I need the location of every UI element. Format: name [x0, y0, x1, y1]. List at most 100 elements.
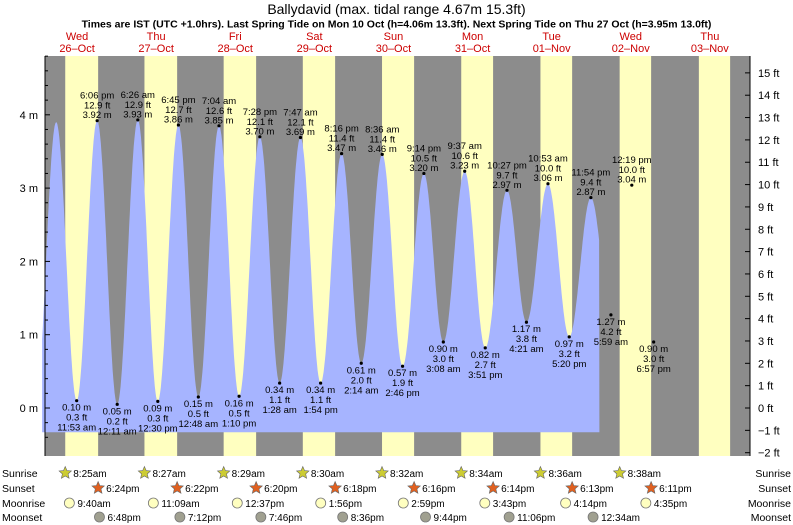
- high-tide-metres: 3.23 m: [450, 161, 479, 172]
- y-axis-right: −2 ft −1 ft 0 ft 1 ft 2 ft 3 ft 4 ft 5 ft 6 ft 7 …: [745, 56, 780, 460]
- low-tide-marker: 0.82 m2.7 ft3:51 pm: [468, 346, 502, 381]
- low-tide-feet: 3.2 ft: [559, 349, 580, 360]
- moonrise-time: 9:40am: [77, 499, 110, 510]
- moonset-time: 8:36pm: [351, 513, 384, 524]
- y-right-tick-label: 15 ft: [758, 68, 779, 80]
- low-tide-dot: [75, 399, 79, 403]
- low-tide-dot: [237, 394, 241, 398]
- day-date: 03–Nov: [691, 43, 729, 55]
- sunset-event: 6:20pm: [249, 480, 297, 495]
- low-tide-metres: 0.34 m: [306, 385, 335, 396]
- moonset-event: 11:06pm: [503, 511, 555, 524]
- low-tide-dot: [115, 402, 119, 406]
- high-tide-metres: 3.20 m: [409, 163, 438, 174]
- day-date: 01–Nov: [533, 43, 571, 55]
- sunrise-event: 8:36am: [533, 465, 582, 480]
- low-tide-time: 12:48 am: [179, 419, 219, 430]
- sunset-star-icon: [328, 480, 343, 494]
- high-tide-metres: 3.85 m: [204, 115, 233, 126]
- low-tide-dot: [483, 346, 487, 350]
- sunset-event: 6:24pm: [91, 480, 140, 495]
- low-tide-metres: 0.10 m: [62, 403, 91, 414]
- y-right-tick-label: 6 ft: [758, 269, 773, 281]
- day-headers: Wed26–OctThu27–OctFri28–OctSat29–OctSun3…: [59, 31, 729, 55]
- high-tide-time: 6:26 am: [121, 90, 155, 101]
- high-tide-metres: 3.47 m: [327, 143, 356, 154]
- low-tide-time: 5:20 pm: [552, 359, 586, 370]
- y-right-tick-label: 7 ft: [758, 247, 773, 259]
- low-tide-feet: 0.3 ft: [147, 413, 168, 424]
- low-tide-time: 6:57 pm: [636, 364, 670, 375]
- high-tide-feet: 11.4 ft: [329, 134, 355, 145]
- sunrise-time: 8:29am: [232, 469, 265, 480]
- high-tide-time: 7:04 am: [202, 96, 236, 107]
- low-tide-time: 5:59 am: [594, 337, 628, 348]
- sunset-time: 6:13pm: [580, 484, 613, 495]
- moonrise-moon-icon: [63, 497, 75, 509]
- low-tide-feet: 1.9 ft: [392, 378, 413, 389]
- high-tide-feet: 11.4 ft: [369, 134, 395, 145]
- high-tide-feet: 9.7 ft: [496, 170, 517, 181]
- low-tide-marker: 0.90 m3.0 ft3:08 am: [426, 340, 461, 375]
- high-tide-time: 7:47 am: [283, 108, 317, 119]
- sunrise-time: 8:36am: [548, 469, 581, 480]
- row-label-left: Sunrise: [2, 468, 38, 480]
- high-tide-time: 9:14 pm: [407, 143, 441, 154]
- low-tide-feet: 2.0 ft: [351, 375, 372, 386]
- moonrise-event: 3:43pm: [479, 497, 526, 510]
- high-tide-time: 6:45 pm: [161, 95, 195, 106]
- sunrise-time: 8:34am: [469, 469, 502, 480]
- y-left-tick-label: 4 m: [20, 110, 38, 122]
- sunrise-time: 8:25am: [73, 469, 106, 480]
- high-tide-time: 6:06 pm: [80, 91, 114, 102]
- low-tide-time: 11:53 am: [57, 423, 96, 434]
- high-tide-metres: 3.04 m: [617, 175, 646, 186]
- moonrise-time: 3:43pm: [493, 499, 526, 510]
- tide-curve: [42, 120, 600, 433]
- high-tide-time: 11:54 pm: [571, 168, 610, 179]
- y-right-tick-label: 9 ft: [758, 202, 773, 214]
- day-name: Wed: [620, 31, 642, 43]
- sunset-star-icon: [407, 480, 422, 494]
- moonset-time: 9:44pm: [434, 513, 467, 524]
- day-name: Wed: [66, 31, 88, 43]
- moonset-time: 6:48pm: [107, 513, 140, 524]
- sunrise-star-icon: [612, 465, 627, 479]
- low-tide-time: 12:11 am: [98, 426, 137, 437]
- day-date: 02–Nov: [612, 43, 650, 55]
- low-tide-time: 3:51 pm: [468, 370, 502, 381]
- high-tide-feet: 12.9 ft: [125, 100, 152, 111]
- sunrise-star-icon: [295, 465, 310, 479]
- low-tide-metres: 0.61 m: [347, 365, 376, 376]
- high-tide-time: 10:27 pm: [487, 160, 527, 171]
- low-tide-dot: [156, 399, 160, 404]
- low-tide-dot: [441, 340, 445, 344]
- row-label-left: Moonset: [2, 512, 42, 524]
- high-tide-metres: 3.69 m: [286, 127, 315, 138]
- sunrise-event: 8:34am: [454, 465, 503, 480]
- y-axis-left: 0 m 1 m 2 m 3 m 4 m: [20, 55, 50, 456]
- high-tide-dot: [176, 123, 180, 127]
- moonrise-moon-icon: [397, 497, 409, 509]
- day-date: 30–Oct: [376, 43, 411, 55]
- moonrise-time: 1:56pm: [329, 499, 362, 510]
- low-tide-dot: [567, 335, 571, 339]
- low-tide-metres: 0.90 m: [639, 344, 668, 355]
- low-tide-dot: [278, 381, 282, 385]
- low-tide-dot: [196, 395, 200, 399]
- high-tide-dot: [95, 119, 99, 123]
- moonrise-time: 2:59pm: [411, 499, 444, 510]
- row-label-right: Moonset: [751, 512, 791, 524]
- moonset-moon-icon: [337, 511, 349, 523]
- y-right-tick-label: 14 ft: [758, 90, 779, 102]
- high-tide-metres: 2.87 m: [576, 187, 605, 198]
- y-left-tick-label: 0 m: [20, 403, 38, 415]
- moonrise-event: 11:09am: [147, 497, 200, 510]
- day-name: Thu: [700, 31, 719, 43]
- moonrise-moon-icon: [640, 497, 652, 509]
- sunset-time: 6:14pm: [501, 484, 534, 495]
- high-tide-time: 7:28 pm: [243, 107, 277, 118]
